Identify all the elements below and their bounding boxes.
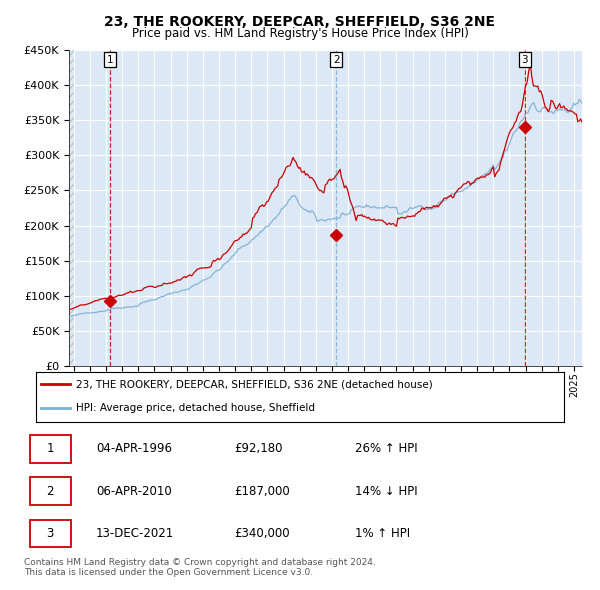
Text: 14% ↓ HPI: 14% ↓ HPI xyxy=(355,484,418,498)
Text: 23, THE ROOKERY, DEEPCAR, SHEFFIELD, S36 2NE (detached house): 23, THE ROOKERY, DEEPCAR, SHEFFIELD, S36… xyxy=(76,379,433,389)
Text: Contains HM Land Registry data © Crown copyright and database right 2024.
This d: Contains HM Land Registry data © Crown c… xyxy=(24,558,376,577)
Text: £187,000: £187,000 xyxy=(234,484,290,498)
Text: 13-DEC-2021: 13-DEC-2021 xyxy=(96,527,174,540)
FancyBboxPatch shape xyxy=(29,477,71,505)
Text: 1% ↑ HPI: 1% ↑ HPI xyxy=(355,527,410,540)
Bar xyxy=(45,50,74,366)
Text: 2: 2 xyxy=(46,484,54,498)
Text: 04-APR-1996: 04-APR-1996 xyxy=(96,442,172,455)
Text: £92,180: £92,180 xyxy=(234,442,282,455)
FancyBboxPatch shape xyxy=(29,520,71,547)
Text: 1: 1 xyxy=(46,442,54,455)
Text: 2: 2 xyxy=(333,55,340,65)
Text: 23, THE ROOKERY, DEEPCAR, SHEFFIELD, S36 2NE: 23, THE ROOKERY, DEEPCAR, SHEFFIELD, S36… xyxy=(104,15,496,29)
Text: 3: 3 xyxy=(47,527,54,540)
FancyBboxPatch shape xyxy=(29,435,71,463)
Text: 06-APR-2010: 06-APR-2010 xyxy=(96,484,172,498)
Text: £340,000: £340,000 xyxy=(234,527,289,540)
Text: Price paid vs. HM Land Registry's House Price Index (HPI): Price paid vs. HM Land Registry's House … xyxy=(131,27,469,40)
Text: 1: 1 xyxy=(107,55,113,65)
Text: HPI: Average price, detached house, Sheffield: HPI: Average price, detached house, Shef… xyxy=(76,403,314,413)
Text: 26% ↑ HPI: 26% ↑ HPI xyxy=(355,442,418,455)
Text: 3: 3 xyxy=(521,55,528,65)
